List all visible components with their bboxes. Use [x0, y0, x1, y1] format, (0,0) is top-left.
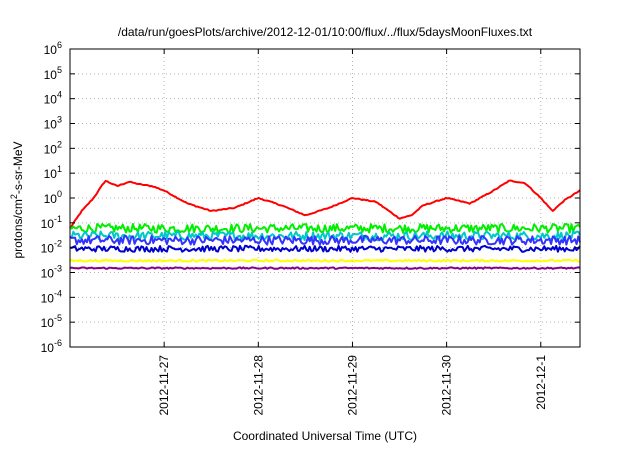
- y-tick-label: 10-5: [41, 313, 62, 330]
- y-tick-label: 104: [44, 90, 62, 107]
- series-line-5: [69, 244, 581, 253]
- series-line-7: [69, 266, 581, 270]
- x-tick-label: 2012-11-29: [345, 355, 359, 416]
- y-axis-label-base: protons/cm: [11, 199, 25, 258]
- y-tick-label: 10-1: [41, 214, 62, 231]
- grid: [70, 49, 580, 347]
- y-tick-label: 10-3: [41, 264, 62, 281]
- y-tick-label: 101: [44, 164, 62, 181]
- series-line-6: [69, 258, 581, 263]
- y-tick-label: 106: [44, 40, 62, 57]
- x-tick-label: 2012-11-27: [157, 355, 171, 416]
- y-axis-label: protons/cm2-s-sr-MeV: [9, 141, 25, 258]
- x-axis-ticks: 2012-11-27 2012-11-28 2012-11-29 2012-11-30…: [157, 49, 548, 416]
- y-tick-label: 105: [44, 65, 62, 82]
- chart-title: /data/run/goesPlots/archive/2012-12-01/1…: [118, 25, 533, 39]
- x-axis-label: Coordinated Universal Time (UTC): [233, 429, 417, 443]
- x-tick-label: 2012-12-1: [534, 355, 548, 410]
- x-tick-label: 2012-11-28: [251, 355, 265, 416]
- y-tick-label: 10-4: [41, 288, 62, 305]
- series-line-2: [69, 222, 581, 234]
- y-tick-label: 103: [44, 115, 62, 132]
- y-tick-label: 10-6: [41, 338, 62, 355]
- series-line-3: [69, 230, 581, 242]
- y-tick-label: 102: [44, 139, 62, 156]
- y-tick-label: 100: [44, 189, 62, 206]
- y-tick-label: 10-2: [41, 239, 62, 256]
- y-axis-label-exp: 2: [9, 194, 19, 199]
- series-line-4: [69, 235, 581, 246]
- x-tick-label: 2012-11-30: [440, 355, 454, 416]
- y-axis-ticks: 10-6 10-5 10-4 10-3 10-2 10-1 100 101 102 103 104 1…: [41, 40, 580, 355]
- y-axis-label-rest: -s-sr-MeV: [11, 141, 25, 194]
- series-layer: [69, 179, 581, 270]
- series-line-1: [69, 179, 581, 229]
